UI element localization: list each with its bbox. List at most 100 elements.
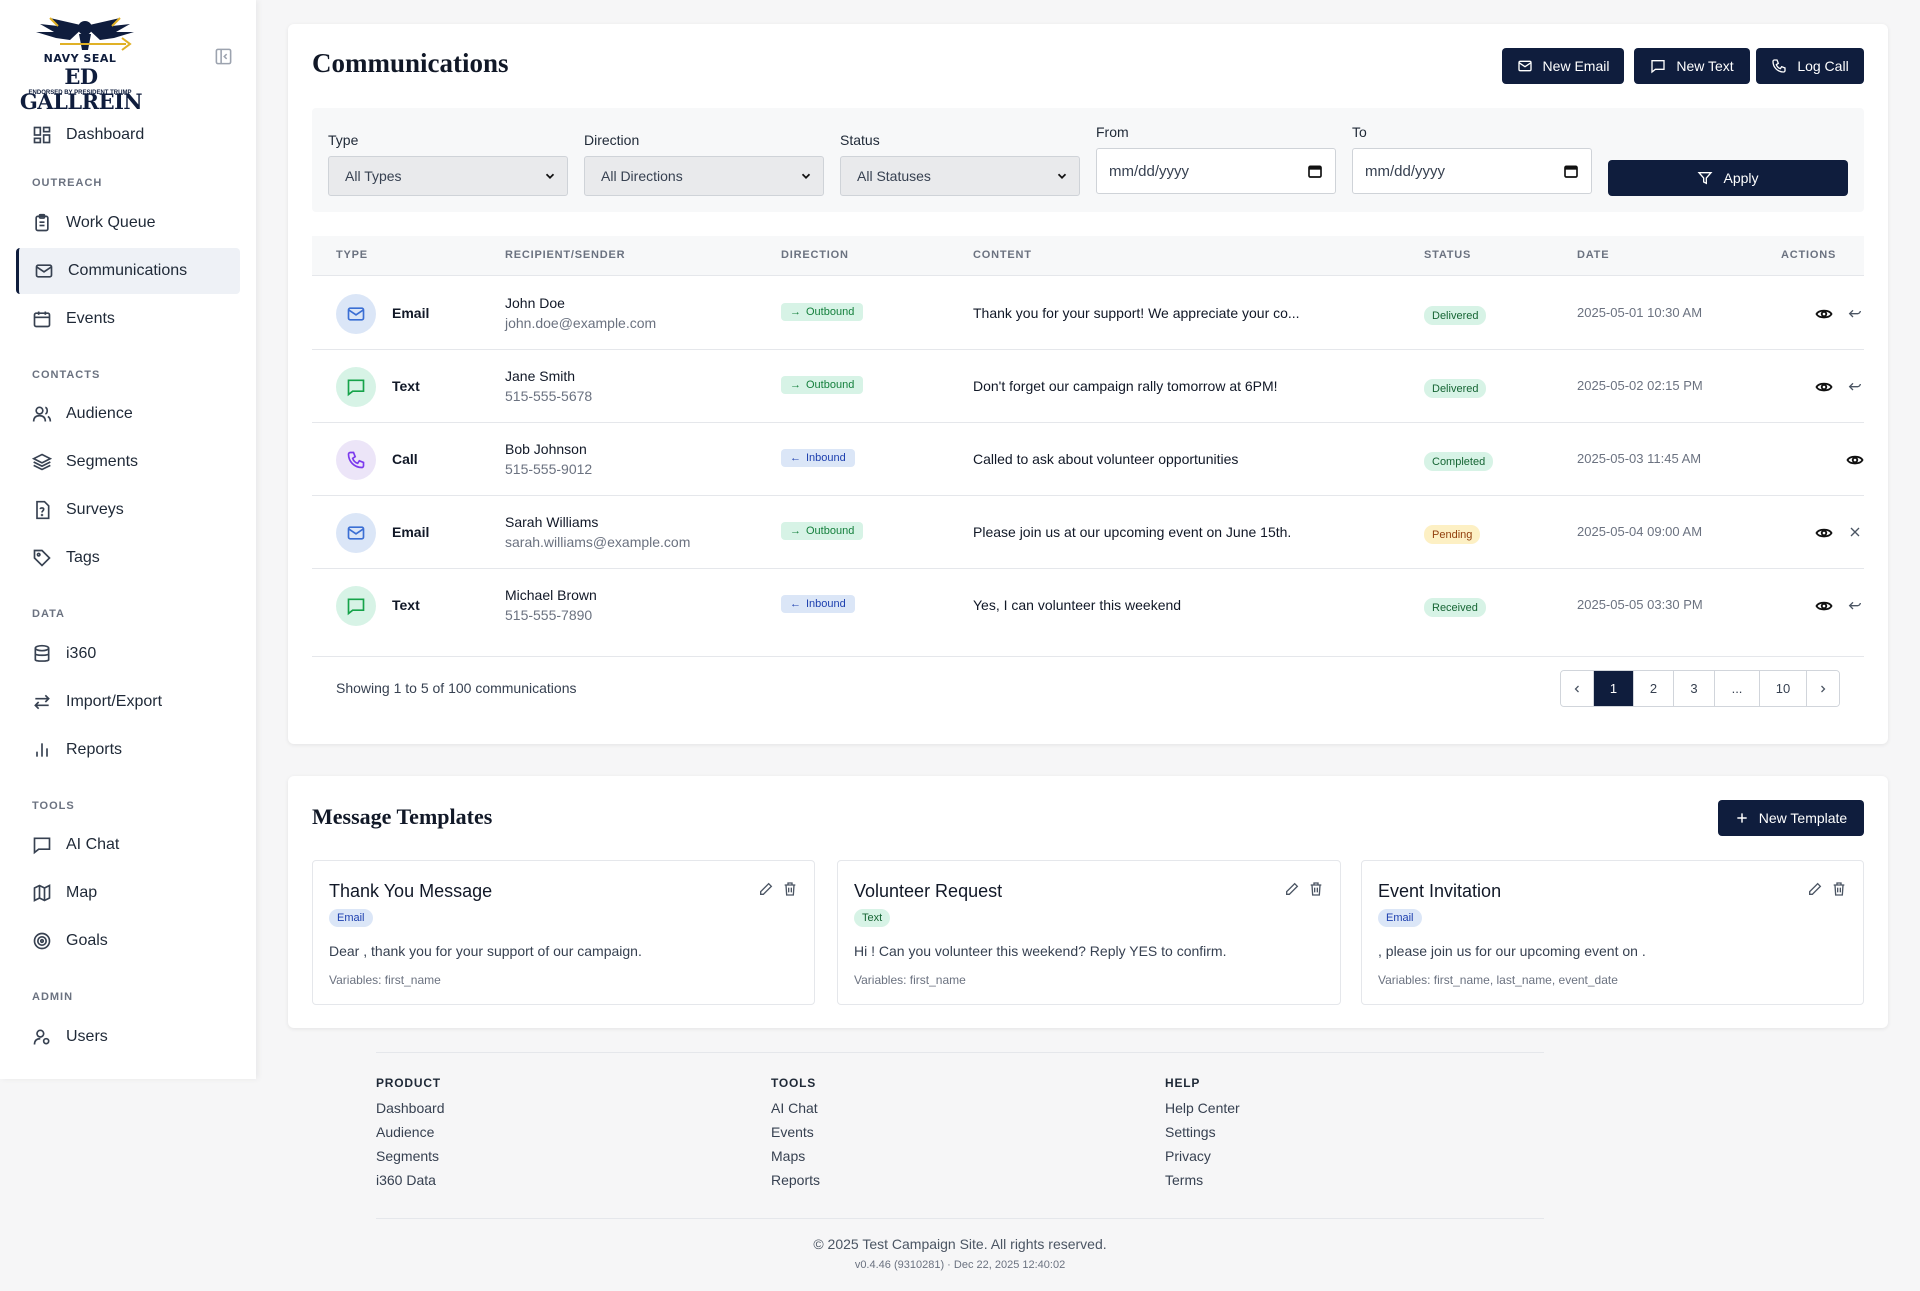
eye-icon[interactable] [1815, 524, 1833, 542]
footer-divider [376, 1218, 1544, 1219]
direction-badge: → Outbound [781, 376, 864, 394]
apply-filter-button[interactable]: Apply [1608, 160, 1848, 196]
reply-icon[interactable] [1847, 378, 1863, 394]
sidebar-item-segments[interactable]: Segments [16, 439, 240, 485]
chat-icon [336, 367, 376, 407]
pencil-icon[interactable] [1284, 881, 1300, 897]
footer-link[interactable]: Audience [376, 1124, 435, 1140]
arrow-right-icon: → [790, 525, 801, 537]
chevron-left-icon [1574, 685, 1579, 692]
calendar-icon[interactable] [1563, 163, 1579, 179]
footer-link[interactable]: Settings [1165, 1124, 1216, 1140]
type-select[interactable]: All Types [328, 156, 568, 196]
template-card[interactable]: Thank You Message Email Dear , thank you… [312, 860, 815, 1005]
table-row[interactable]: Email Sarah Williams sarah.williams@exam… [312, 496, 1864, 569]
trash-icon[interactable] [782, 881, 798, 897]
to-label: To [1352, 124, 1367, 140]
section-outreach: OUTREACH [32, 177, 103, 189]
reply-icon[interactable] [1847, 597, 1863, 613]
chevron-right-icon [1821, 685, 1826, 692]
table-row[interactable]: Text Jane Smith 515-555-5678 → Outbound D… [312, 350, 1864, 423]
sidebar-item-users[interactable]: Users [16, 1014, 240, 1060]
trash-icon[interactable] [1831, 881, 1847, 897]
sidebar-item-surveys[interactable]: Surveys [16, 487, 240, 533]
footer-link[interactable]: Privacy [1165, 1148, 1211, 1164]
prev-page-button[interactable] [1561, 671, 1594, 706]
new-email-button[interactable]: New Email [1502, 48, 1624, 84]
page-button[interactable]: 1 [1594, 671, 1634, 706]
table-row[interactable]: Call Bob Johnson 515-555-9012 ← Inbound C… [312, 423, 1864, 496]
template-card[interactable]: Volunteer Request Text Hi ! Can you volu… [837, 860, 1341, 1005]
log-call-button[interactable]: Log Call [1756, 48, 1864, 84]
sidebar-item-tags[interactable]: Tags [16, 535, 240, 581]
sidebar-item-audience[interactable]: Audience [16, 391, 240, 437]
row-type: Call [392, 451, 418, 467]
status-select[interactable]: All Statuses [840, 156, 1080, 196]
footer-link[interactable]: AI Chat [771, 1100, 818, 1116]
footer-heading: PRODUCT [376, 1076, 441, 1090]
pagination: 1 2 3 ... 10 [1560, 670, 1840, 707]
sidebar-item-import-export[interactable]: Import/Export [16, 679, 240, 725]
sidebar-collapse-icon[interactable] [214, 47, 233, 66]
mail-icon [34, 261, 54, 281]
footer-link[interactable]: Segments [376, 1148, 440, 1164]
template-type-badge: Email [329, 909, 373, 927]
row-contact: 515-555-5678 [505, 388, 593, 404]
row-date: 2025-05-01 10:30 AM [1577, 305, 1703, 320]
sidebar-item-map[interactable]: Map [16, 870, 240, 916]
footer-link[interactable]: Help Center [1165, 1100, 1240, 1116]
footer-link[interactable]: Terms [1165, 1172, 1204, 1188]
chevron-down-icon [545, 173, 555, 179]
next-page-button[interactable] [1807, 671, 1839, 706]
reply-icon[interactable] [1847, 305, 1863, 321]
page-button[interactable]: 10 [1760, 671, 1807, 706]
eye-icon[interactable] [1815, 305, 1833, 323]
pencil-icon[interactable] [1807, 881, 1823, 897]
to-date-input[interactable]: mm/dd/yyyy [1352, 148, 1592, 194]
footer-link[interactable]: Reports [771, 1172, 821, 1188]
new-template-button[interactable]: New Template [1718, 800, 1864, 836]
sidebar-item-label: Tags [66, 549, 100, 566]
row-content: Called to ask about volunteer opportunit… [973, 451, 1239, 467]
footer-link[interactable]: Maps [771, 1148, 806, 1164]
row-contact: john.doe@example.com [505, 315, 657, 331]
sidebar: NAVY SEAL ED GALLREIN ENDORSED BY PRESID… [0, 0, 256, 1079]
template-card[interactable]: Event Invitation Email , please join us … [1361, 860, 1864, 1005]
calendar-icon[interactable] [1307, 163, 1323, 179]
pencil-icon[interactable] [758, 881, 774, 897]
sidebar-item-dashboard[interactable]: Dashboard [16, 112, 240, 158]
row-date: 2025-05-04 09:00 AM [1577, 524, 1703, 539]
sidebar-item-reports[interactable]: Reports [16, 727, 240, 773]
log-call-label: Log Call [1797, 58, 1849, 74]
status-badge: Delivered [1424, 379, 1487, 398]
sidebar-item-communications[interactable]: Communications [16, 248, 240, 294]
footer-tools: TOOLS AI Chat Events Maps Reports [771, 1076, 820, 1196]
footer-link[interactable]: Events [771, 1124, 814, 1140]
close-icon[interactable] [1847, 524, 1863, 540]
direction-select-value: All Directions [601, 168, 683, 184]
campaign-logo[interactable]: NAVY SEAL ED GALLREIN ENDORSED BY PRESID… [16, 14, 148, 114]
table-row[interactable]: Email John Doe john.doe@example.com → Out… [312, 277, 1864, 350]
table-row[interactable]: Text Michael Brown 515-555-7890 ← Inbound… [312, 569, 1864, 642]
footer-link[interactable]: i360 Data [376, 1172, 436, 1188]
sidebar-item-events[interactable]: Events [16, 296, 240, 342]
row-content: Don't forget our campaign rally tomorrow… [973, 378, 1278, 394]
sidebar-item-work-queue[interactable]: Work Queue [16, 200, 240, 246]
direction-select[interactable]: All Directions [584, 156, 824, 196]
from-date-input[interactable]: mm/dd/yyyy [1096, 148, 1336, 194]
direction-badge: ← Inbound [781, 449, 855, 467]
new-text-button[interactable]: New Text [1634, 48, 1750, 84]
footer-link[interactable]: Dashboard [376, 1100, 445, 1116]
template-variables: Variables: first_name [854, 973, 966, 987]
page-button[interactable]: 2 [1634, 671, 1674, 706]
page-button[interactable]: 3 [1674, 671, 1715, 706]
trash-icon[interactable] [1308, 881, 1324, 897]
phone-icon [336, 440, 376, 480]
sidebar-item-ai-chat[interactable]: AI Chat [16, 822, 240, 868]
mail-icon [336, 294, 376, 334]
sidebar-item-goals[interactable]: Goals [16, 918, 240, 964]
eye-icon[interactable] [1815, 378, 1833, 396]
sidebar-item-i360[interactable]: i360 [16, 631, 240, 677]
eye-icon[interactable] [1815, 597, 1833, 615]
eye-icon[interactable] [1846, 451, 1864, 469]
